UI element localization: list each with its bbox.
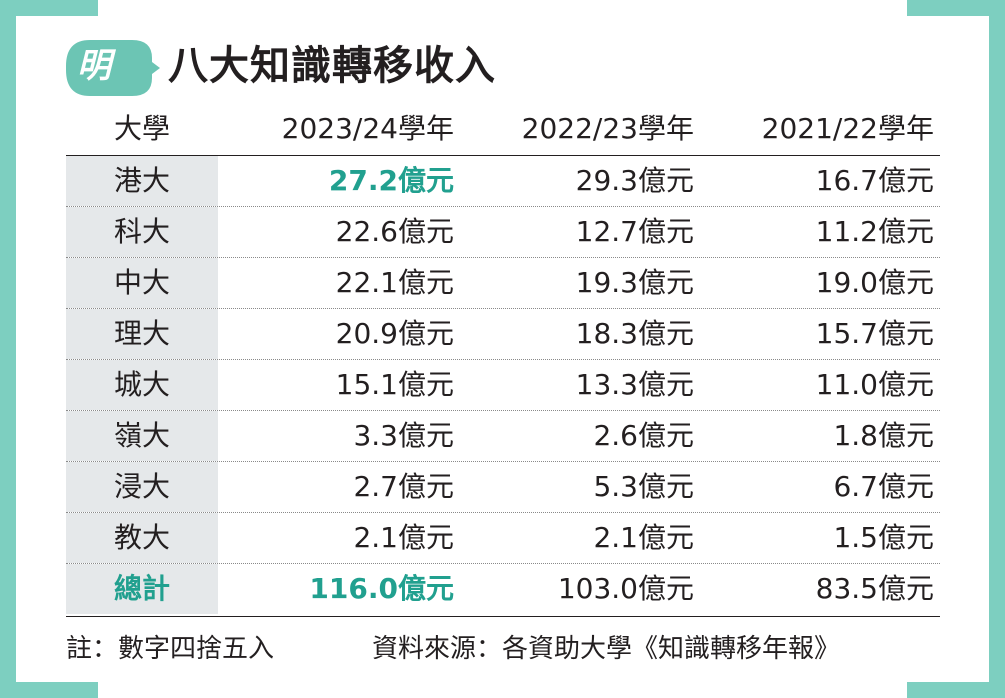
value-2022-23: 29.3億元 bbox=[575, 164, 694, 197]
value-2021-22: 6.7億元 bbox=[833, 470, 934, 503]
header-2023-24: 2023/24學年 bbox=[281, 112, 454, 145]
frame-corner-bottom-right bbox=[907, 682, 1005, 698]
value-2023-24: 27.2億元 bbox=[328, 164, 454, 197]
header-university: 大學 bbox=[113, 112, 170, 145]
total-2023-24: 116.0億元 bbox=[309, 572, 454, 605]
frame-corner-top-right bbox=[907, 0, 1005, 16]
header-2021-22: 2021/22學年 bbox=[761, 112, 934, 145]
value-2023-24: 2.7億元 bbox=[353, 470, 454, 503]
value-2021-22: 15.7億元 bbox=[815, 317, 934, 350]
university-name: 嶺大 bbox=[66, 411, 218, 461]
value-2021-22: 16.7億元 bbox=[815, 164, 934, 197]
ming-logo-icon bbox=[66, 40, 160, 96]
header-2022-23: 2022/23學年 bbox=[521, 112, 694, 145]
frame-corner-bottom-left bbox=[0, 682, 98, 698]
footer-note: 註：數字四捨五入 bbox=[66, 634, 275, 664]
table-total-row: 總計 116.0億元 103.0億元 83.5億元 bbox=[66, 564, 940, 614]
university-name: 中大 bbox=[66, 258, 218, 308]
table-row: 中大 22.1億元 19.3億元 19.0億元 bbox=[66, 258, 940, 309]
university-name: 港大 bbox=[66, 156, 218, 206]
table-header-row: 大學 2023/24學年 2022/23學年 2021/22學年 bbox=[66, 105, 940, 156]
table-row: 浸大 2.7億元 5.3億元 6.7億元 bbox=[66, 462, 940, 513]
value-2023-24: 3.3億元 bbox=[353, 419, 454, 452]
university-name: 浸大 bbox=[66, 462, 218, 512]
total-2022-23: 103.0億元 bbox=[557, 572, 694, 605]
value-2021-22: 19.0億元 bbox=[815, 266, 934, 299]
university-name: 理大 bbox=[66, 309, 218, 359]
bottom-divider bbox=[66, 616, 940, 617]
value-2023-24: 2.1億元 bbox=[353, 521, 454, 554]
frame-corner-top-left bbox=[0, 0, 98, 16]
total-2021-22: 83.5億元 bbox=[815, 572, 934, 605]
value-2022-23: 18.3億元 bbox=[575, 317, 694, 350]
value-2021-22: 11.0億元 bbox=[815, 368, 934, 401]
value-2022-23: 13.3億元 bbox=[575, 368, 694, 401]
university-name: 科大 bbox=[66, 207, 218, 257]
value-2022-23: 5.3億元 bbox=[593, 470, 694, 503]
frame-edge-right bbox=[989, 0, 1005, 698]
value-2023-24: 15.1億元 bbox=[335, 368, 454, 401]
table-row: 城大 15.1億元 13.3億元 11.0億元 bbox=[66, 360, 940, 411]
value-2021-22: 1.8億元 bbox=[833, 419, 934, 452]
income-table: 大學 2023/24學年 2022/23學年 2021/22學年 港大 27.2… bbox=[66, 105, 940, 614]
footer-source: 資料來源：各資助大學《知識轉移年報》 bbox=[372, 634, 841, 664]
value-2023-24: 20.9億元 bbox=[335, 317, 454, 350]
table-row: 教大 2.1億元 2.1億元 1.5億元 bbox=[66, 513, 940, 564]
value-2023-24: 22.6億元 bbox=[335, 215, 454, 248]
value-2023-24: 22.1億元 bbox=[335, 266, 454, 299]
value-2021-22: 1.5億元 bbox=[833, 521, 934, 554]
value-2021-22: 11.2億元 bbox=[815, 215, 934, 248]
table-row: 理大 20.9億元 18.3億元 15.7億元 bbox=[66, 309, 940, 360]
value-2022-23: 19.3億元 bbox=[575, 266, 694, 299]
table-row: 港大 27.2億元 29.3億元 16.7億元 bbox=[66, 156, 940, 207]
table-row: 嶺大 3.3億元 2.6億元 1.8億元 bbox=[66, 411, 940, 462]
total-label: 總計 bbox=[66, 564, 218, 614]
value-2022-23: 12.7億元 bbox=[575, 215, 694, 248]
value-2022-23: 2.6億元 bbox=[593, 419, 694, 452]
page-title: 八大知識轉移收入 bbox=[168, 43, 496, 89]
table-row: 科大 22.6億元 12.7億元 11.2億元 bbox=[66, 207, 940, 258]
logo-text: 明 bbox=[77, 46, 111, 86]
university-name: 教大 bbox=[66, 513, 218, 563]
university-name: 城大 bbox=[66, 360, 218, 410]
value-2022-23: 2.1億元 bbox=[593, 521, 694, 554]
frame-edge-left bbox=[0, 0, 16, 698]
